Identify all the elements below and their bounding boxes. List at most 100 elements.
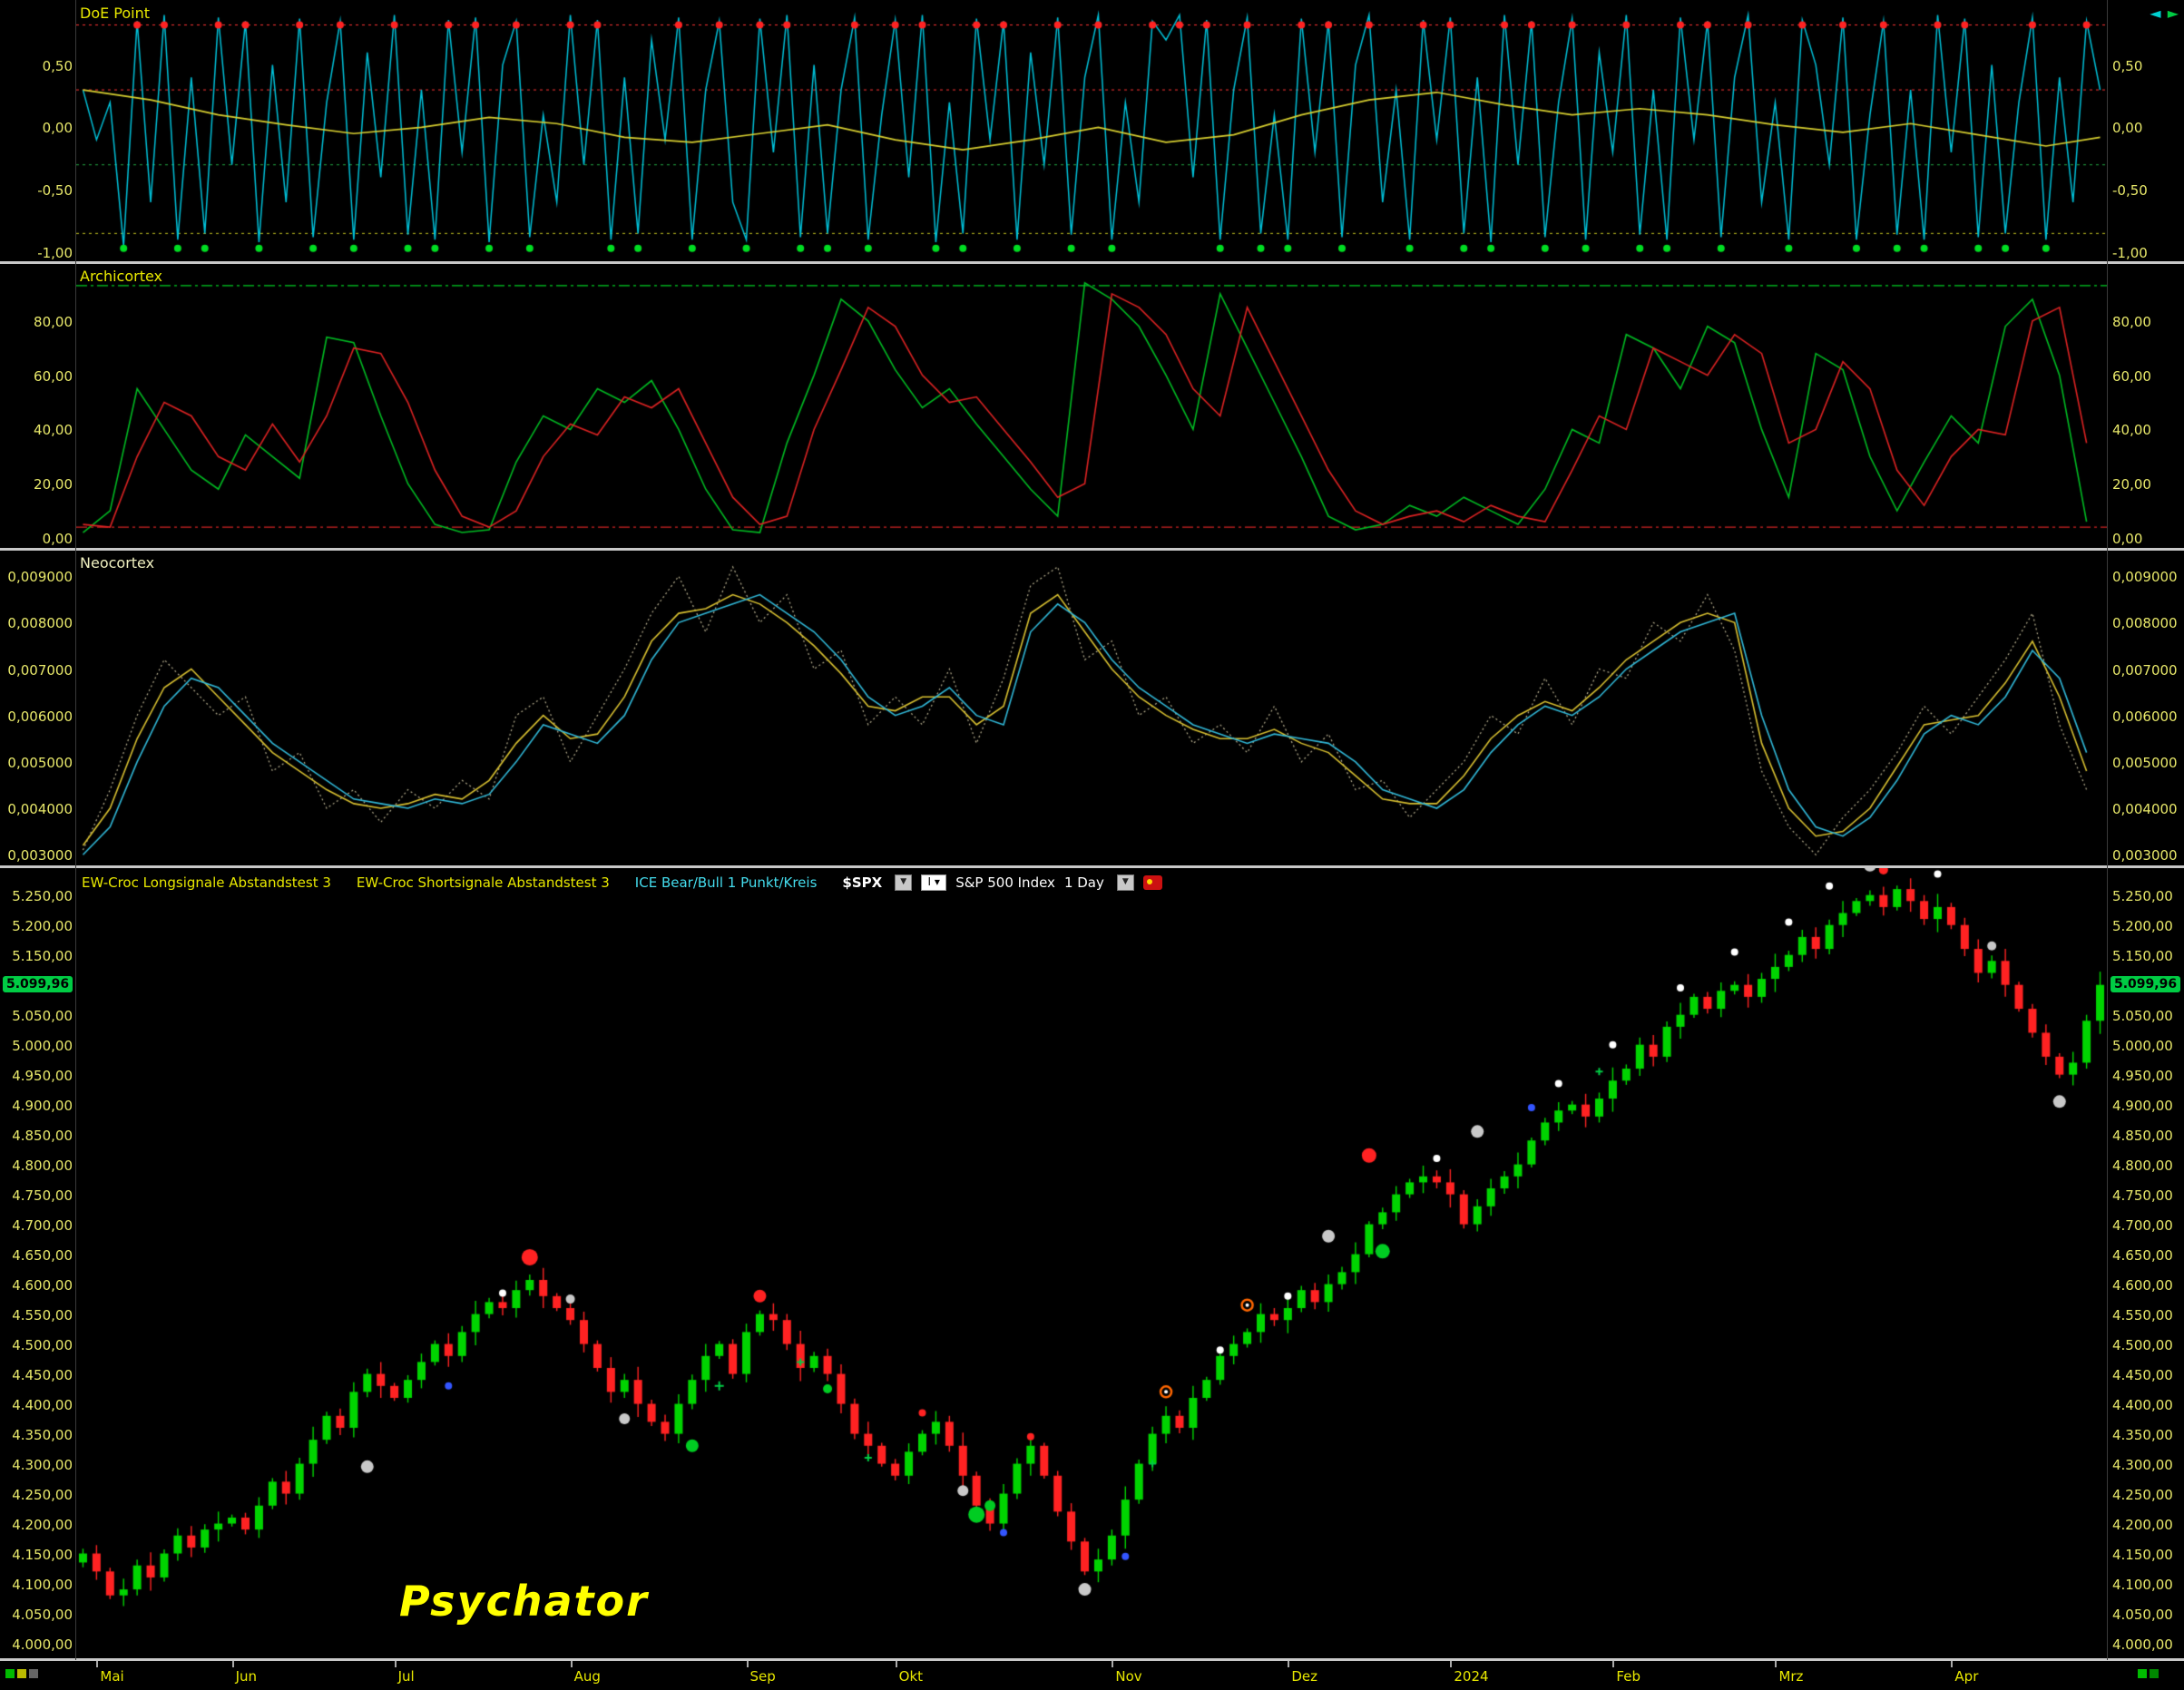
axis-tick-label: 40,00 [34,422,73,439]
time-axis-month-label: Mrz [1778,1668,1804,1685]
axis-tick-label: 4.300,00 [12,1456,73,1473]
price-chart-canvas[interactable] [76,868,2107,1658]
axis-tick-label: 0,006000 [7,708,73,725]
footer-tool-icon[interactable] [17,1669,26,1678]
axis-tick-label: 80,00 [34,313,73,330]
axis-tick-label: 0,003000 [7,847,73,865]
time-axis-month-label: 2024 [1454,1668,1489,1685]
indicator-label-ew-croc-long[interactable]: EW-Croc Longsignale Abstandstest 3 [82,874,331,891]
axis-tick-label: 5.000,00 [12,1037,73,1054]
time-axis-month-label: Aug [573,1668,601,1685]
axis-tick-label: 0,00 [2112,531,2143,548]
indicator-label-neocortex[interactable]: Neocortex [80,554,155,571]
axis-tick-label: 4.100,00 [2112,1576,2173,1593]
axis-tick-label: 0,004000 [2112,801,2178,818]
axis-tick-label: 4.050,00 [2112,1606,2173,1623]
indicator-label-ew-croc-short[interactable]: EW-Croc Shortsignale Abstandstest 3 [356,874,610,891]
axis-tick-label: 4.050,00 [12,1606,73,1623]
time-axis-tick [394,1661,397,1667]
footer-tool-icon[interactable] [2138,1669,2147,1678]
indicator-label-ice-bear-bull[interactable]: ICE Bear/Bull 1 Punkt/Kreis [634,874,818,891]
axis-tick-label: 4.000,00 [2112,1636,2173,1653]
time-axis-month-label: Jul [397,1668,415,1685]
last-price-badge-left: 5.099,96 [3,975,73,992]
panel-separator [0,1658,2184,1661]
axis-tick-label: 20,00 [34,476,73,493]
axis-tick-label: 0,007000 [7,661,73,679]
axis-tick-label: 0,005000 [7,754,73,771]
indicator-label-doe-point[interactable]: DoE Point [80,5,151,22]
symbol-field[interactable]: $SPX [842,874,883,891]
axis-tick-label: 4.200,00 [12,1516,73,1533]
axis-tick-label: 0,008000 [7,615,73,632]
time-axis-month-label: Feb [1616,1668,1640,1685]
scroll-right-icon[interactable]: ► [2167,5,2179,22]
axis-tick-label: 4.550,00 [2112,1306,2173,1324]
axis-tick-label: 4.450,00 [12,1366,73,1383]
footer-tool-icon[interactable] [2150,1669,2159,1678]
axis-tick-label: 4.150,00 [2112,1546,2173,1563]
axis-tick-label: 0,006000 [2112,708,2178,725]
axis-tick-label: 4.550,00 [12,1306,73,1324]
panel-separator[interactable] [0,865,2184,868]
panel-separator[interactable] [0,261,2184,264]
time-axis-tick [746,1661,749,1667]
axis-tick-label: 0,009000 [7,569,73,586]
axis-tick-label: 4.150,00 [12,1546,73,1563]
time-axis[interactable]: Mai Jun Jul Aug Sep Okt Nov Dez 2024 Feb Mrz Apr [0,1661,2184,1690]
interval-button[interactable]: I ▾ [921,874,947,891]
axis-tick-label: 4.100,00 [12,1576,73,1593]
archicortex-chart-canvas[interactable] [76,264,2107,549]
axis-tick-label: 4.750,00 [12,1187,73,1204]
axis-tick-label: -1,00 [2112,244,2148,261]
time-axis-month-label: Nov [1115,1668,1142,1685]
axis-tick-label: 4.800,00 [2112,1157,2173,1174]
axis-tick-label: 4.250,00 [2112,1486,2173,1503]
price-chart-toolbar: EW-Croc Longsignale Abstandstest 3 EW-Cr… [82,872,1162,894]
panel-separator[interactable] [0,548,2184,551]
footer-tool-icon[interactable] [5,1669,15,1678]
chart-scroll-arrows: ◄ ► [2150,5,2179,22]
axis-tick-label: 4.450,00 [2112,1366,2173,1383]
axis-tick-label: 4.300,00 [2112,1456,2173,1473]
time-axis-tick [895,1661,897,1667]
time-axis-tick [1450,1661,1453,1667]
time-axis-tick [1288,1661,1290,1667]
axis-tick-label: 40,00 [2112,422,2151,439]
axis-tick-label: 5.250,00 [12,887,73,904]
axis-tick-label: 0,005000 [2112,754,2178,771]
period-label[interactable]: 1 Day [1063,874,1104,891]
axis-tick-label: 0,50 [2112,57,2143,74]
axis-tick-label: 4.000,00 [12,1636,73,1653]
axis-tick-label: 4.500,00 [2112,1336,2173,1353]
axis-tick-label: 5.200,00 [2112,917,2173,934]
axis-tick-label: 0,00 [42,120,73,137]
axis-tick-label: 5.150,00 [2112,947,2173,964]
axis-tick-label: 5.150,00 [12,947,73,964]
symbol-dropdown-icon[interactable]: ▼ [895,874,913,891]
neocortex-chart-canvas[interactable] [76,551,2107,866]
axis-tick-label: 5.000,00 [2112,1037,2173,1054]
last-price-badge-right: 5.099,96 [2111,975,2181,992]
axis-tick-label: 4.900,00 [12,1097,73,1114]
axis-tick-label: 4.650,00 [12,1246,73,1264]
footer-tools-left [5,1669,38,1678]
axis-tick-label: -1,00 [37,244,73,261]
indicator-label-archicortex[interactable]: Archicortex [80,268,163,285]
scroll-left-icon[interactable]: ◄ [2150,5,2161,22]
time-axis-month-label: Apr [1954,1668,1979,1685]
time-axis-tick [1951,1661,1954,1667]
axis-tick-label: 4.350,00 [2112,1426,2173,1443]
axis-tick-label: 4.400,00 [12,1396,73,1413]
time-axis-month-label: Dez [1291,1668,1317,1685]
doe-point-chart-canvas[interactable] [76,0,2107,262]
axis-tick-label: 4.950,00 [12,1067,73,1084]
time-axis-tick [570,1661,573,1667]
red-tool-icon[interactable] [1142,875,1162,890]
axis-tick-label: 4.800,00 [12,1157,73,1174]
axis-tick-label: 4.650,00 [2112,1246,2173,1264]
axis-tick-label: 4.750,00 [2112,1187,2173,1204]
time-axis-tick [231,1661,234,1667]
period-dropdown-icon[interactable]: ▼ [1116,874,1134,891]
footer-tool-icon[interactable] [29,1669,38,1678]
